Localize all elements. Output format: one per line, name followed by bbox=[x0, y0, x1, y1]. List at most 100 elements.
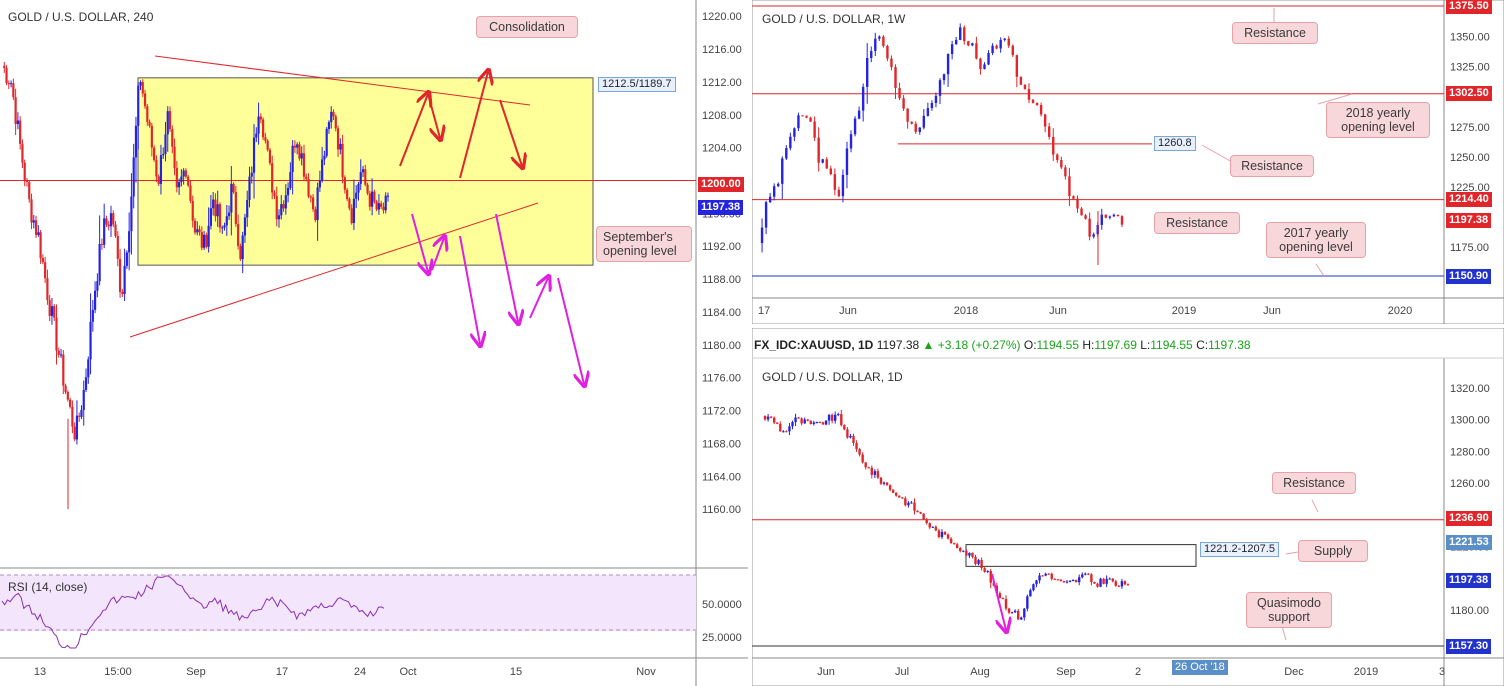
candle-body bbox=[760, 227, 764, 244]
candle-body bbox=[782, 431, 785, 433]
up-arrow-icon: ▲ bbox=[922, 338, 935, 352]
candle-body bbox=[772, 186, 776, 197]
candle-body bbox=[1035, 580, 1038, 585]
candle-body bbox=[959, 27, 962, 40]
candle-body bbox=[864, 462, 867, 468]
candle-body bbox=[193, 220, 197, 233]
candle-body bbox=[946, 54, 950, 75]
candle-body bbox=[764, 202, 768, 228]
candle-body bbox=[146, 106, 149, 122]
date-tag: 26 Oct '18 bbox=[1172, 660, 1228, 675]
chart-weekly-panel[interactable]: 1350.001325.001300.001275.001250.001225.… bbox=[752, 0, 1504, 324]
y-tick-label: 1260.00 bbox=[1450, 478, 1490, 490]
candle-body bbox=[257, 116, 260, 134]
candle-body bbox=[1004, 598, 1008, 609]
scenario-arrow bbox=[529, 278, 548, 319]
y-tick-label: 1188.00 bbox=[702, 274, 741, 286]
candle-body bbox=[925, 519, 928, 524]
candle-body bbox=[1029, 590, 1032, 597]
chart-daily-panel[interactable]: 1320.001300.001280.001260.001240.001220.… bbox=[752, 328, 1504, 686]
chart-4h[interactable]: 1220.00 1216.00 1212.00 1208.00 1204.00 1200.… bbox=[0, 0, 748, 686]
x-tick-label: 15:00 bbox=[104, 666, 132, 678]
candle-body bbox=[800, 418, 803, 424]
quasimodo-callout: Quasimodo support bbox=[1246, 592, 1332, 628]
candle-body bbox=[373, 191, 376, 202]
candle-body bbox=[225, 216, 228, 226]
callout-pointer bbox=[1285, 551, 1299, 555]
candle-body bbox=[150, 125, 153, 148]
candle-body bbox=[227, 212, 231, 217]
x-tick-label: 2019 bbox=[1354, 666, 1378, 678]
candle-body bbox=[311, 197, 315, 210]
candle-body bbox=[1068, 176, 1071, 197]
legend-l-label: L: bbox=[1140, 338, 1151, 352]
candle-body bbox=[82, 389, 85, 410]
candle-body bbox=[791, 422, 794, 427]
candle-body bbox=[14, 97, 17, 125]
candle-body bbox=[781, 158, 784, 184]
candle-body bbox=[182, 170, 185, 177]
candle-body bbox=[922, 513, 925, 520]
callout-pointer bbox=[1315, 263, 1325, 277]
chart-4h-panel[interactable]: 1220.00 1216.00 1212.00 1208.00 1204.00 1200.… bbox=[0, 0, 748, 686]
candle-body bbox=[991, 45, 994, 53]
chart-weekly[interactable]: 1350.001325.001300.001275.001250.001225.… bbox=[752, 0, 1504, 324]
candle-body bbox=[262, 119, 265, 138]
candle-body bbox=[100, 244, 104, 246]
x-tick-label: Aug bbox=[970, 666, 990, 678]
candle-body bbox=[861, 454, 864, 463]
y-tick-label: 1280.00 bbox=[1450, 446, 1490, 458]
candle-body bbox=[870, 51, 873, 59]
candle-body bbox=[825, 159, 828, 169]
candle-body bbox=[237, 223, 240, 247]
x-tick-label: 2020 bbox=[1388, 305, 1412, 317]
candle-body bbox=[48, 300, 51, 316]
candle-body bbox=[12, 83, 15, 98]
candle-body bbox=[266, 140, 269, 150]
legend-low: 1194.55 bbox=[1150, 338, 1193, 352]
candle-body bbox=[789, 136, 792, 149]
candle-body bbox=[307, 179, 310, 197]
candle-body bbox=[1099, 578, 1102, 587]
candle-body bbox=[366, 184, 369, 194]
y-tick-label: 1160.00 bbox=[702, 504, 741, 516]
candle-body bbox=[66, 392, 69, 400]
candle-body bbox=[273, 192, 276, 197]
candle-body bbox=[1032, 584, 1035, 591]
candle-body bbox=[148, 121, 151, 126]
y-tick-label: 1320.00 bbox=[1450, 383, 1490, 395]
candle-body bbox=[5, 68, 8, 84]
candle-body bbox=[343, 177, 346, 190]
candle-body bbox=[93, 290, 97, 310]
candle-body bbox=[907, 502, 910, 506]
price-tag-1236: 1236.90 bbox=[1446, 511, 1492, 526]
candle-body bbox=[785, 431, 788, 433]
candle-body bbox=[821, 159, 824, 163]
y-tick-label: 1216.00 bbox=[702, 44, 742, 56]
candle-body bbox=[130, 196, 133, 232]
candle-body bbox=[96, 281, 99, 291]
chart-4h-title: GOLD / U.S. DOLLAR, 240 bbox=[8, 10, 154, 24]
candle-body bbox=[879, 477, 883, 484]
candle-body bbox=[246, 200, 249, 218]
candle-body bbox=[155, 159, 158, 177]
candle-body bbox=[849, 435, 852, 438]
candle-body bbox=[918, 127, 921, 132]
candle-body bbox=[950, 44, 954, 55]
y-tick-label: 1180.00 bbox=[1450, 605, 1489, 617]
candle-body bbox=[959, 547, 962, 552]
candle-body bbox=[1117, 585, 1121, 587]
candle-body bbox=[116, 235, 119, 259]
candle-body bbox=[898, 495, 901, 498]
candle-body bbox=[302, 153, 306, 177]
callout-pointer bbox=[1201, 144, 1233, 163]
resistance-callout-low: Resistance bbox=[1154, 212, 1240, 234]
candle-body bbox=[809, 420, 812, 425]
candle-body bbox=[916, 510, 919, 513]
y-tick-label: 1250.00 bbox=[1450, 152, 1490, 164]
zone-range-label: 1212.5/1189.7 bbox=[598, 77, 676, 92]
candle-body bbox=[239, 246, 242, 260]
candle-body bbox=[286, 187, 290, 196]
candle-body bbox=[39, 232, 42, 258]
candle-body bbox=[128, 231, 131, 253]
